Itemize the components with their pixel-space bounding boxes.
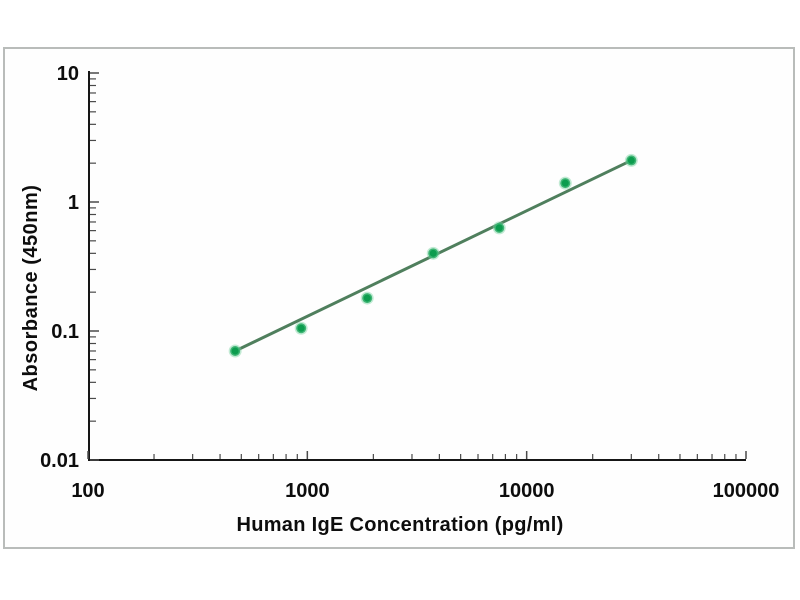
data-point xyxy=(294,321,308,335)
data-point xyxy=(558,176,572,190)
y-tick-label: 1 xyxy=(68,192,79,214)
data-point xyxy=(360,291,374,305)
x-tick-label: 100000 xyxy=(713,480,780,502)
y-tick-label: 10 xyxy=(57,63,79,85)
x-tick-label: 100 xyxy=(71,480,104,502)
chart-frame xyxy=(3,47,795,549)
x-axis-title: Human IgE Concentration (pg/ml) xyxy=(236,514,564,536)
x-tick-label: 1000 xyxy=(285,480,330,502)
data-point xyxy=(426,246,440,260)
data-point xyxy=(228,344,242,358)
x-tick-label: 10000 xyxy=(499,480,555,502)
y-axis-title: Absorbance (450nm) xyxy=(20,184,42,392)
y-tick-label: 0.01 xyxy=(40,450,79,472)
data-point xyxy=(492,221,506,235)
y-tick-label: 0.1 xyxy=(51,321,79,343)
data-point xyxy=(624,153,638,167)
